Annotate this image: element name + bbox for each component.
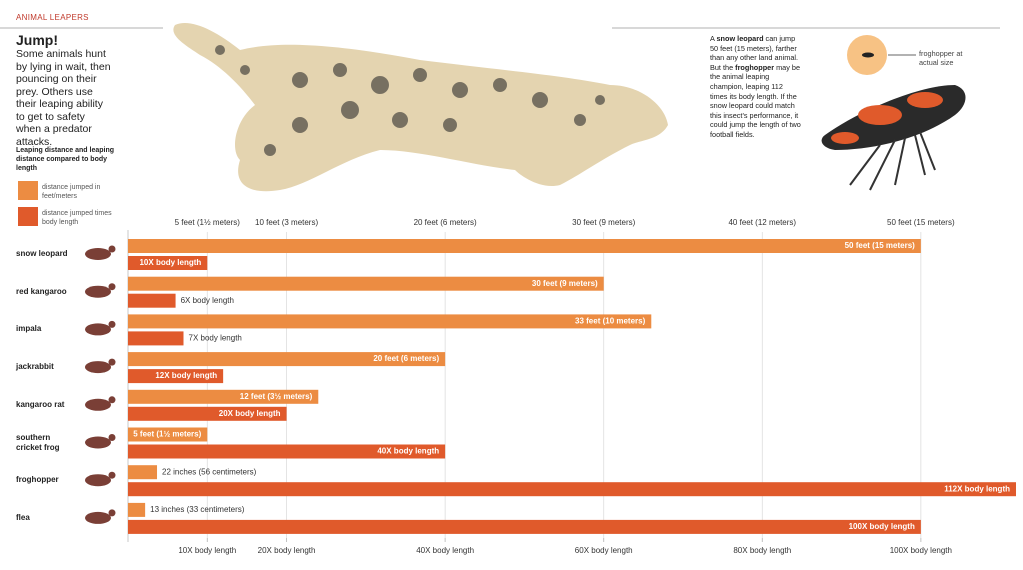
value-label: 20 feet (6 meters)	[373, 354, 439, 363]
value-label: 6X body length	[181, 296, 234, 305]
bar	[128, 519, 921, 534]
snow-leopard-illustration	[173, 22, 668, 192]
value-label: 22 inches (56 centimeters)	[162, 467, 257, 476]
annotation-text: froghopper	[735, 62, 775, 72]
animal-silhouette	[85, 436, 111, 449]
legend-swatch	[18, 181, 38, 200]
animal-silhouette	[85, 248, 111, 260]
value-label: 7X body length	[189, 334, 242, 343]
animal-silhouette	[108, 283, 116, 291]
value-label: 12 feet (3½ meters)	[240, 392, 313, 401]
value-label: 5 feet (1½ meters)	[133, 430, 201, 439]
category-label: jackrabbit	[16, 362, 54, 372]
bar	[128, 293, 176, 308]
header: ANIMAL LEAPERS	[16, 13, 89, 22]
legend-title: Leaping distance and leaping distance co…	[16, 147, 115, 172]
bar	[128, 276, 604, 291]
animal-silhouette	[85, 398, 111, 411]
x2-tick-label: 20X body length	[258, 546, 316, 555]
animal-silhouette	[85, 285, 111, 298]
value-label: 20X body length	[219, 409, 281, 418]
annotation-text: may be the animal leaping champion, leap…	[710, 62, 801, 139]
bar	[128, 482, 1016, 497]
value-label: 112X body length	[944, 484, 1010, 493]
category-label: flea	[16, 512, 30, 522]
x2-tick-label: 60X body length	[575, 546, 633, 555]
annotation: A snow leopard can jump 50 feet (15 mete…	[710, 34, 802, 140]
value-label: 40X body length	[377, 447, 439, 456]
category-label: froghopper	[16, 475, 59, 485]
legend-label: distance jumped times body length	[42, 210, 112, 226]
annotation-text: A	[710, 34, 717, 43]
animal-silhouette	[85, 323, 111, 336]
x2-tick-label: 10X body length	[178, 546, 236, 555]
bar	[128, 465, 158, 480]
animal-silhouette	[108, 358, 116, 366]
title: Jump!	[16, 32, 58, 48]
animal-silhouette	[108, 509, 116, 517]
animal-silhouette	[108, 434, 116, 441]
animal-silhouette	[85, 361, 111, 374]
bar	[128, 331, 184, 346]
category-label: kangaroo rat	[16, 399, 65, 409]
x2-tick-label: 100X body length	[890, 546, 952, 555]
bar	[128, 369, 224, 384]
x2-tick-label: 80X body length	[733, 546, 791, 555]
intro: Some animals hunt by lying in wait, then…	[16, 48, 111, 148]
bar	[128, 389, 319, 404]
bar	[128, 256, 208, 270]
value-label: 12X body length	[155, 371, 217, 380]
value-label: 33 feet (10 meters)	[575, 317, 646, 326]
animal-silhouette	[108, 471, 116, 479]
bar	[128, 502, 146, 517]
bar	[128, 427, 208, 442]
x-tick-label: 50 feet (15 meters)	[887, 218, 955, 227]
legend-label: distance jumped in feet/meters	[42, 184, 101, 200]
x-tick-label: 30 feet (9 meters)	[572, 218, 635, 227]
animal-silhouette	[108, 396, 116, 404]
annotation-text: snow leopard	[716, 34, 764, 43]
category-label: southern cricket frog	[16, 432, 60, 452]
value-label: 100X body length	[849, 522, 915, 531]
bar	[128, 314, 652, 329]
x-tick-label: 20 feet (6 meters)	[414, 218, 477, 227]
annotation-text: can jump 50 feet (15 meters), farther th…	[710, 34, 799, 72]
bar	[128, 406, 287, 421]
bar	[128, 352, 446, 367]
bar	[128, 239, 921, 253]
value-label: 30 feet (9 meters)	[532, 279, 598, 288]
x-tick-label: 40 feet (12 meters)	[728, 218, 796, 227]
legend-swatch	[18, 207, 38, 226]
animal-silhouette	[108, 320, 116, 328]
x-tick-label: 10 feet (3 meters)	[255, 218, 318, 227]
x-tick-label: 5 feet (1½ meters)	[175, 218, 241, 227]
category-label: impala	[16, 324, 42, 334]
inset-label: froghopper at actual size	[919, 49, 963, 67]
plot: 5 feet (1½ meters) 10 feet (3 meters) 20 f…	[85, 218, 1016, 555]
x2-tick-label: 40X body length	[416, 546, 474, 555]
category-label: red kangaroo	[16, 286, 67, 296]
value-label: 13 inches (33 centimeters)	[150, 505, 245, 514]
value-label: 50 feet (15 meters)	[845, 241, 916, 250]
bar	[128, 444, 446, 459]
froghopper-illustration	[821, 85, 966, 191]
category-label: snow leopard	[16, 249, 68, 258]
animal-silhouette	[108, 245, 116, 253]
animal-silhouette	[85, 474, 111, 487]
value-label: 10X body length	[139, 258, 201, 267]
tiny-froghopper	[862, 52, 874, 58]
animal-silhouette	[85, 511, 111, 524]
